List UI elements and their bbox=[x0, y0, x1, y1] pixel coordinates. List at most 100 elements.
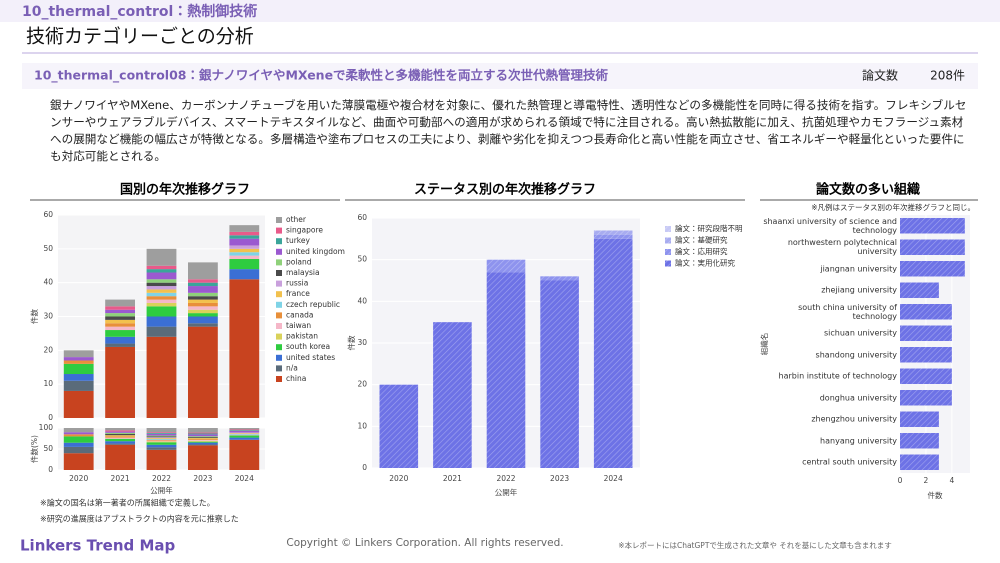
bar-segment bbox=[105, 313, 136, 317]
share-segment bbox=[187, 444, 218, 446]
legend-swatch bbox=[276, 354, 282, 361]
legend-swatch bbox=[665, 249, 671, 255]
share-segment bbox=[229, 433, 260, 434]
bar-segment bbox=[146, 286, 177, 290]
bar-segment bbox=[486, 272, 526, 468]
count: 208件 bbox=[930, 69, 965, 83]
bar-segment bbox=[146, 326, 177, 337]
y-tick-label: 30 bbox=[43, 312, 53, 321]
legend-label: united states bbox=[286, 353, 335, 362]
share-segment bbox=[63, 436, 94, 443]
legend-label: singapore bbox=[286, 226, 323, 235]
legend-swatch bbox=[665, 260, 671, 267]
bar-segment bbox=[146, 282, 177, 287]
legend-swatch bbox=[276, 323, 282, 329]
y-tick-label: zhejiang university bbox=[821, 285, 897, 295]
bar-segment bbox=[486, 259, 526, 273]
share-segment bbox=[146, 433, 177, 434]
share-segment bbox=[229, 429, 260, 431]
bar-segment bbox=[146, 299, 177, 303]
x-tick-label: 2022 bbox=[152, 474, 171, 483]
bar-segment bbox=[63, 357, 94, 361]
legend-swatch bbox=[276, 280, 282, 287]
bar bbox=[900, 368, 952, 384]
share-segment bbox=[187, 439, 218, 441]
y-tick-label: shaanxi university of science and techno… bbox=[763, 216, 897, 235]
y-tick-label: 40 bbox=[357, 296, 367, 305]
share-segment bbox=[105, 431, 136, 433]
legend-label: czech republic bbox=[286, 300, 340, 309]
share-segment bbox=[187, 428, 218, 433]
y-tick-label: northwestern polytechnical university bbox=[787, 238, 897, 257]
legend-label: 論文：応用研究 bbox=[675, 246, 728, 256]
share-segment bbox=[146, 433, 177, 436]
legend-label: russia bbox=[286, 279, 308, 288]
share-segment bbox=[146, 432, 177, 434]
legend-swatch bbox=[276, 259, 282, 266]
count-label: 論文数 bbox=[862, 68, 898, 83]
bar bbox=[900, 218, 965, 234]
y-tick-label: 10 bbox=[357, 421, 367, 430]
bar-segment bbox=[105, 346, 136, 418]
x-tick-label: 2020 bbox=[69, 474, 88, 483]
share-segment bbox=[105, 444, 136, 470]
legend-label: malaysia bbox=[286, 268, 320, 277]
share-segment bbox=[229, 435, 260, 438]
bar-segment bbox=[146, 269, 177, 273]
bar-segment bbox=[187, 306, 218, 310]
bar-segment bbox=[187, 309, 218, 314]
bar-segment bbox=[229, 238, 260, 246]
share-segment bbox=[229, 433, 260, 435]
bar-segment bbox=[146, 265, 177, 270]
share-segment bbox=[105, 434, 136, 436]
share-segment bbox=[229, 428, 260, 430]
bar-segment bbox=[146, 296, 177, 300]
legend-label: 論文：研究段階不明 bbox=[675, 223, 743, 233]
x-tick-label: 2021 bbox=[443, 474, 462, 483]
share-segment bbox=[229, 432, 260, 434]
share-segment bbox=[105, 443, 136, 445]
top-band bbox=[0, 0, 1000, 22]
share-segment bbox=[146, 437, 177, 439]
x-axis-label: 公開年 bbox=[150, 485, 173, 495]
legend-label: other bbox=[286, 215, 307, 224]
bar-segment bbox=[146, 248, 177, 266]
share-segment bbox=[105, 438, 136, 442]
topic-title: 10_thermal_control08：銀ナノワイヤやMXeneで柔軟性と多機… bbox=[34, 68, 609, 84]
legend-swatch bbox=[665, 237, 671, 244]
share-segment bbox=[146, 449, 177, 470]
share-segment bbox=[187, 437, 218, 439]
bar-segment bbox=[229, 255, 260, 259]
share-segment bbox=[187, 442, 218, 445]
x-tick-label: 2021 bbox=[111, 474, 130, 483]
share-segment bbox=[105, 437, 136, 439]
bar bbox=[900, 411, 939, 427]
bar bbox=[900, 347, 952, 363]
share-segment bbox=[63, 442, 94, 447]
share-segment bbox=[229, 437, 260, 440]
bar-segment bbox=[63, 380, 94, 391]
share-segment bbox=[63, 446, 94, 454]
y-tick-label: shandong university bbox=[815, 350, 897, 360]
bar bbox=[900, 304, 952, 320]
note: ※研究の進展度はアブストラクトの内容を元に推察した bbox=[40, 514, 239, 524]
legend-label: n/a bbox=[286, 363, 298, 372]
bar-segment bbox=[187, 313, 218, 317]
legend-swatch bbox=[276, 376, 282, 382]
bar-segment bbox=[187, 292, 218, 297]
bar-segment bbox=[229, 248, 260, 253]
legend-label: united kingdom bbox=[286, 247, 345, 256]
share-segment bbox=[187, 440, 218, 442]
x-tick-label: 2020 bbox=[389, 474, 408, 483]
y-tick-label: harbin institute of technology bbox=[778, 371, 897, 381]
y-tick-label: 0 bbox=[48, 413, 53, 422]
legend-label: taiwan bbox=[286, 321, 311, 330]
bar-segment bbox=[105, 299, 136, 307]
share-segment bbox=[146, 436, 177, 438]
bar-segment bbox=[229, 269, 260, 280]
bar-segment bbox=[146, 292, 177, 297]
share-segment bbox=[146, 442, 177, 445]
bar bbox=[900, 390, 952, 406]
bar-segment bbox=[229, 252, 260, 256]
